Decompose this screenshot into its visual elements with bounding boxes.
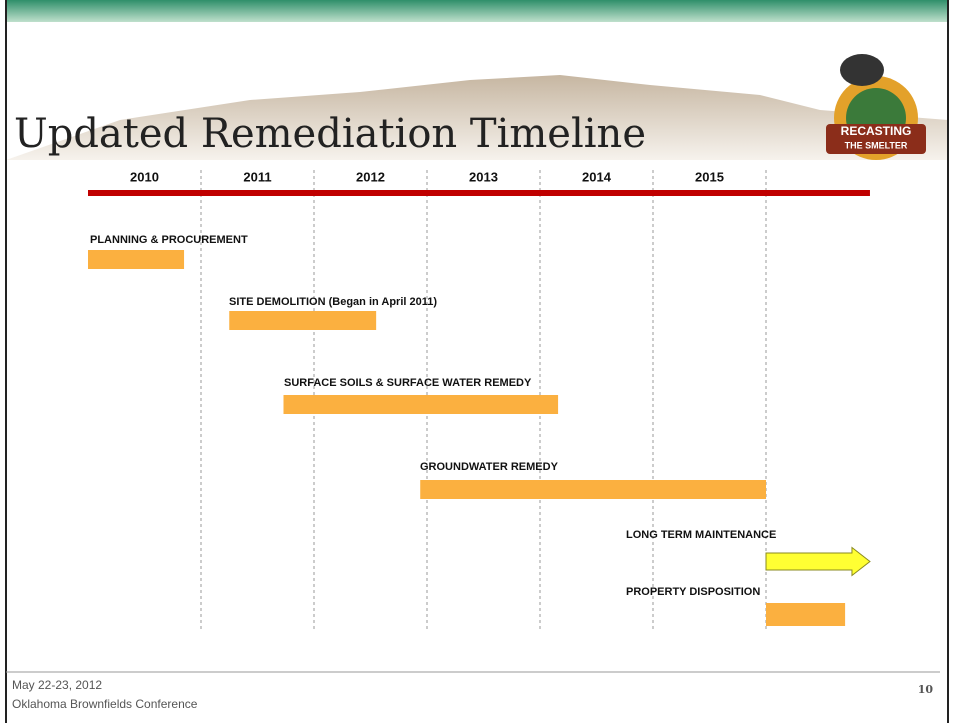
- task-label: LONG TERM MAINTENANCE: [626, 529, 776, 541]
- year-label: 2013: [469, 169, 498, 184]
- logo-text: THE SMELTER: [845, 140, 908, 150]
- logo-text: RECASTING: [841, 124, 912, 138]
- footer-date: May 22-23, 2012: [12, 678, 102, 692]
- task-bar: [88, 250, 184, 269]
- task-bar: [420, 480, 766, 499]
- slide: RECASTING THE SMELTER Updated Remediatio…: [0, 0, 953, 723]
- year-label: 2012: [356, 169, 385, 184]
- task-bar: [283, 395, 558, 414]
- task-label: GROUNDWATER REMEDY: [420, 461, 559, 473]
- logo-ladle: [840, 54, 884, 86]
- task-label: PLANNING & PROCUREMENT: [90, 234, 248, 246]
- top-band: [6, 0, 948, 22]
- task-label: PROPERTY DISPOSITION: [626, 586, 760, 598]
- year-label: 2011: [243, 169, 271, 184]
- task-label: SURFACE SOILS & SURFACE WATER REMEDY: [284, 377, 532, 389]
- page-number: 10: [918, 683, 934, 696]
- footer-event: Oklahoma Brownfields Conference: [12, 697, 198, 711]
- year-label: 2014: [582, 169, 612, 184]
- year-label: 2015: [695, 169, 724, 184]
- task-bar: [229, 311, 376, 330]
- task-bar: [766, 603, 845, 626]
- task-label: SITE DEMOLITION (Began in April 2011): [229, 296, 437, 308]
- slide-title: Updated Remediation Timeline: [14, 111, 646, 157]
- year-label: 2010: [130, 169, 159, 184]
- timeline-axis: [88, 190, 870, 196]
